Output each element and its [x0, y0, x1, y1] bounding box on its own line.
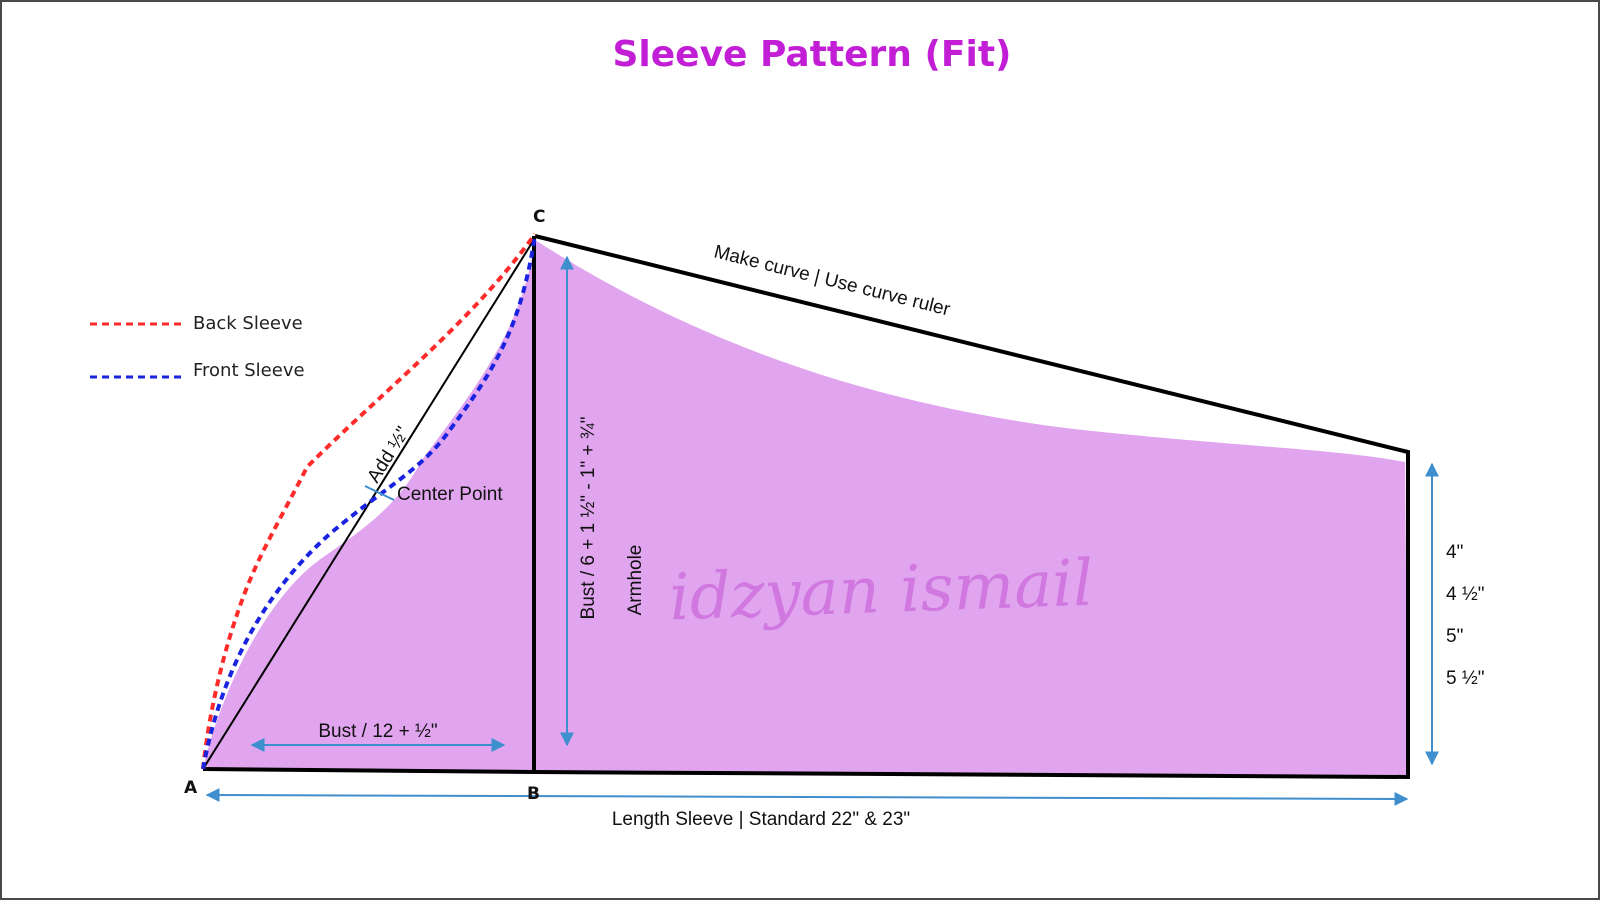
add-half-label: Add ½" [363, 423, 413, 486]
page-title: Sleeve Pattern (Fit) [612, 34, 1011, 75]
legend-front-label: Front Sleeve [193, 360, 305, 381]
line-a-c [202, 237, 536, 770]
cuff-size-2: 4 ½" [1446, 584, 1484, 605]
back-sleeve-curve [201, 232, 537, 770]
point-b-label: B [527, 784, 540, 804]
center-point-tick [364, 485, 395, 501]
bust-six-label: Bust / 6 + 1 ½" - 1" + ¾" [578, 417, 599, 620]
length-arrow [205, 788, 1409, 806]
front-sleeve-curve [201, 234, 537, 770]
cuff-size-4: 5 ½" [1446, 668, 1484, 689]
center-point-label: Center Point [397, 484, 503, 505]
point-a-label: A [184, 778, 198, 798]
bust-twelve-label: Bust / 12 + ½" [318, 721, 437, 742]
point-c-label: C [533, 207, 545, 227]
length-label: Length Sleeve | Standard 22" & 23" [612, 809, 910, 830]
cuff-size-3: 5" [1446, 626, 1463, 647]
legend-back-label: Back Sleeve [193, 313, 303, 334]
armhole-label: Armhole [625, 545, 646, 616]
watermark-text: idzyan ismail [668, 547, 1094, 636]
cuff-size-1: 4" [1446, 542, 1463, 563]
sleeve-outline [202, 234, 1410, 780]
sleeve-fill-area [203, 240, 1408, 777]
